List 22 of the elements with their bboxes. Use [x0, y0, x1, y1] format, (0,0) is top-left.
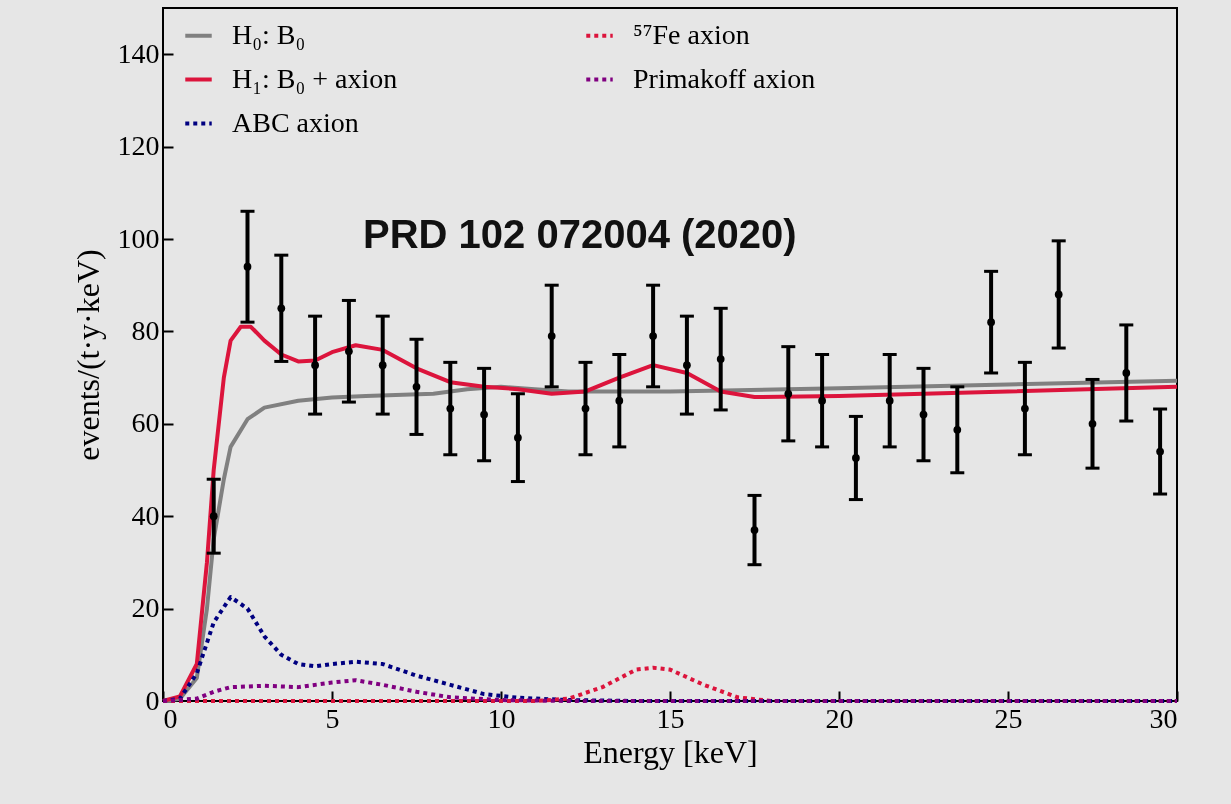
line-series: [161, 678, 1179, 703]
y-tick-label: 60: [131, 407, 160, 439]
y-tick-label: 100: [117, 222, 160, 254]
y-axis-title: events/(t·y·keV): [69, 249, 106, 461]
y-tick-label: 120: [117, 130, 160, 162]
legend-label: H₁: B₀ + axion: [232, 62, 398, 94]
legend-label: ABC axion: [232, 106, 359, 138]
x-tick-label: 20: [825, 702, 854, 734]
y-tick-label: 20: [131, 592, 160, 624]
x-tick-label: 15: [656, 702, 685, 734]
x-tick-label: 10: [487, 702, 516, 734]
x-tick-label: 25: [994, 702, 1023, 734]
y-tick-label: 140: [117, 37, 160, 69]
legend-label: Primakoff axion: [633, 62, 816, 94]
x-axis-title: Energy [keV]: [583, 733, 758, 770]
y-tick-label: 80: [131, 314, 160, 346]
y-tick-label: 40: [131, 499, 160, 531]
legend-label: ⁵⁷Fe axion: [633, 18, 750, 50]
legend-label: H₀: B₀: [232, 18, 306, 50]
x-tick-label: 30: [1149, 702, 1178, 734]
annotation: PRD 102 072004 (2020): [363, 212, 797, 256]
x-tick-label: 5: [325, 702, 340, 734]
